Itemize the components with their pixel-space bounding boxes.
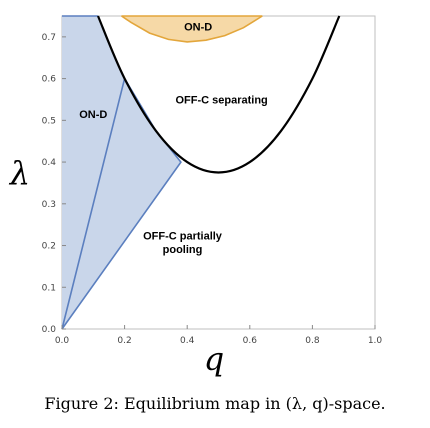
region-2-boundary — [121, 15, 263, 43]
y-tick-label: 0.0 — [42, 325, 57, 335]
x-tick-label: 0.6 — [243, 336, 258, 346]
region-label: ON-D — [79, 109, 107, 121]
x-tick-label: 0.8 — [305, 336, 320, 346]
y-tick-label: 0.2 — [42, 242, 56, 252]
region-label: OFF-C separating — [175, 95, 267, 107]
region-label: OFF-C partially — [143, 230, 223, 242]
y-tick-label: 0.3 — [42, 200, 56, 210]
y-tick-label: 0.4 — [42, 158, 57, 168]
boundary-curve — [96, 15, 341, 174]
equilibrium-chart: 0.0 0.2 0.4 0.6 0.8 1.0 0.0 0.1 0.2 0.3 0.4 0.5 0.6 0… — [8, 15, 383, 378]
x-axis-title: q — [204, 340, 224, 378]
x-tick-label: 1.0 — [368, 336, 383, 346]
x-tick-label: 0.2 — [117, 336, 131, 346]
y-tick-label: 0.7 — [42, 33, 56, 43]
y-tick-label: 0.1 — [42, 283, 56, 293]
region-label: ON-D — [184, 22, 212, 34]
y-tick-label: 0.6 — [42, 75, 57, 85]
region-label: pooling — [163, 244, 203, 256]
y-axis-title: λ — [8, 154, 30, 192]
y-tick-label: 0.5 — [42, 116, 56, 126]
figure-caption: Figure 2: Equilibrium map in (λ, q)-spac… — [44, 394, 386, 413]
x-tick-label: 0.0 — [55, 336, 70, 346]
x-tick-label: 0.4 — [180, 336, 195, 346]
region-1 — [62, 16, 181, 329]
